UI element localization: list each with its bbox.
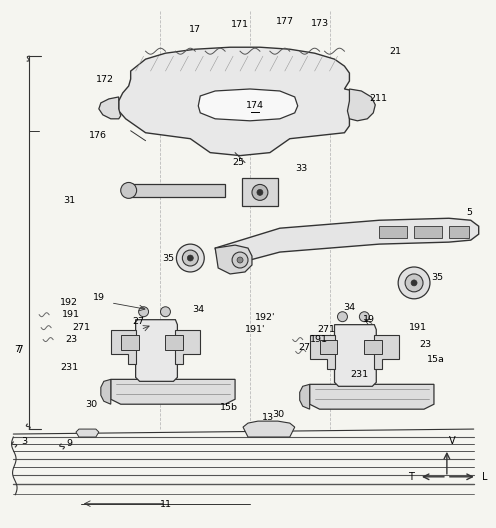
Polygon shape bbox=[166, 335, 184, 350]
Polygon shape bbox=[215, 245, 252, 274]
Circle shape bbox=[405, 274, 423, 292]
Text: 191: 191 bbox=[62, 310, 80, 319]
Text: 231: 231 bbox=[350, 370, 369, 379]
Text: 176: 176 bbox=[89, 131, 107, 140]
Text: 33: 33 bbox=[295, 164, 307, 173]
Text: 9: 9 bbox=[66, 439, 72, 448]
Text: 30: 30 bbox=[272, 410, 284, 419]
Text: 191': 191' bbox=[245, 325, 265, 334]
Text: 25: 25 bbox=[232, 158, 244, 167]
Text: 5: 5 bbox=[467, 208, 473, 217]
Polygon shape bbox=[414, 226, 442, 238]
Circle shape bbox=[187, 255, 193, 261]
Polygon shape bbox=[374, 335, 399, 370]
Circle shape bbox=[138, 307, 149, 317]
Text: 15b: 15b bbox=[220, 403, 238, 412]
Text: 271: 271 bbox=[72, 323, 90, 332]
Text: 192': 192' bbox=[255, 313, 275, 322]
Circle shape bbox=[232, 252, 248, 268]
Polygon shape bbox=[242, 178, 278, 206]
Text: 211: 211 bbox=[370, 95, 387, 103]
Polygon shape bbox=[111, 329, 135, 364]
Text: 174: 174 bbox=[246, 101, 264, 110]
Text: 11: 11 bbox=[160, 500, 172, 509]
Polygon shape bbox=[111, 379, 235, 404]
Polygon shape bbox=[99, 97, 121, 119]
Circle shape bbox=[257, 190, 263, 195]
Circle shape bbox=[411, 280, 417, 286]
Text: 173: 173 bbox=[310, 19, 329, 28]
Text: 191: 191 bbox=[310, 335, 328, 344]
Polygon shape bbox=[347, 89, 375, 121]
Polygon shape bbox=[379, 226, 407, 238]
Polygon shape bbox=[310, 384, 434, 409]
Circle shape bbox=[177, 244, 204, 272]
Text: 177: 177 bbox=[276, 17, 294, 26]
Text: 3: 3 bbox=[21, 437, 27, 446]
Text: L: L bbox=[482, 472, 488, 482]
Text: 34: 34 bbox=[343, 303, 356, 312]
Text: 171: 171 bbox=[231, 20, 249, 29]
Circle shape bbox=[161, 307, 171, 317]
Text: 34: 34 bbox=[192, 305, 204, 314]
Polygon shape bbox=[319, 340, 337, 354]
Polygon shape bbox=[119, 47, 372, 156]
Text: 21: 21 bbox=[389, 46, 401, 55]
Circle shape bbox=[398, 267, 430, 299]
Text: 13: 13 bbox=[262, 413, 274, 422]
Polygon shape bbox=[215, 218, 479, 268]
Text: V: V bbox=[448, 436, 455, 446]
Polygon shape bbox=[334, 325, 376, 386]
Text: 27: 27 bbox=[299, 343, 310, 352]
Polygon shape bbox=[310, 335, 334, 370]
Circle shape bbox=[360, 312, 370, 322]
Polygon shape bbox=[365, 340, 382, 354]
Text: 191: 191 bbox=[409, 323, 427, 332]
Text: 19: 19 bbox=[363, 315, 375, 324]
Polygon shape bbox=[128, 184, 225, 197]
Text: 19: 19 bbox=[93, 294, 105, 303]
Text: 23: 23 bbox=[65, 335, 77, 344]
Polygon shape bbox=[135, 319, 178, 381]
Circle shape bbox=[337, 312, 347, 322]
Polygon shape bbox=[121, 335, 138, 350]
Text: 17: 17 bbox=[189, 25, 201, 34]
Text: 172: 172 bbox=[96, 74, 114, 83]
Circle shape bbox=[237, 257, 243, 263]
Polygon shape bbox=[449, 226, 469, 238]
Text: 35: 35 bbox=[431, 274, 443, 282]
Polygon shape bbox=[300, 384, 310, 409]
Text: 7: 7 bbox=[16, 344, 23, 354]
Circle shape bbox=[183, 250, 198, 266]
Polygon shape bbox=[198, 89, 298, 121]
Text: 35: 35 bbox=[163, 253, 175, 262]
Text: 271: 271 bbox=[317, 325, 336, 334]
Polygon shape bbox=[76, 429, 99, 437]
Text: 192: 192 bbox=[60, 298, 78, 307]
Polygon shape bbox=[243, 421, 295, 437]
Polygon shape bbox=[176, 329, 200, 364]
Text: T: T bbox=[408, 472, 414, 482]
Circle shape bbox=[252, 184, 268, 200]
Text: 31: 31 bbox=[63, 196, 75, 205]
Circle shape bbox=[121, 183, 136, 199]
Text: 23: 23 bbox=[419, 340, 431, 349]
Polygon shape bbox=[101, 379, 111, 404]
Text: 27: 27 bbox=[132, 317, 145, 326]
Text: 7: 7 bbox=[14, 345, 20, 354]
Text: 231: 231 bbox=[60, 363, 78, 372]
Text: 30: 30 bbox=[85, 400, 97, 409]
Text: 15a: 15a bbox=[427, 355, 445, 364]
